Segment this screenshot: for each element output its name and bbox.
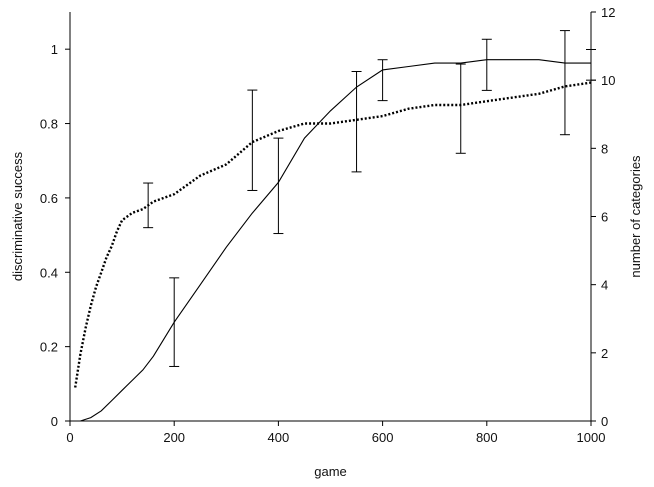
- x-tick-label: 1000: [577, 430, 606, 445]
- x-axis-title: game: [314, 464, 347, 479]
- y-tick-label: 0.6: [40, 191, 58, 206]
- y-tick-label: 1: [51, 42, 58, 57]
- y-tick-label: 0: [51, 414, 58, 429]
- x-tick-label: 400: [268, 430, 290, 445]
- y-tick-label: 0.8: [40, 117, 58, 132]
- y2-tick-label: 12: [601, 5, 615, 20]
- x-tick-label: 600: [372, 430, 394, 445]
- y2-tick-label: 6: [601, 210, 608, 225]
- axes: [65, 11, 596, 426]
- x-tick-label: 800: [476, 430, 498, 445]
- y2-tick-label: 0: [601, 414, 608, 429]
- series-layer: [70, 30, 596, 422]
- y-tick-label: 0.2: [40, 340, 58, 355]
- series-line-dotted: [74, 81, 592, 388]
- series-line-solid: [70, 59, 591, 422]
- y-tick-label: 0.4: [40, 265, 58, 280]
- x-tick-label: 0: [66, 430, 73, 445]
- y2-tick-label: 8: [601, 141, 608, 156]
- y-axis-title: discriminative success: [10, 151, 25, 281]
- y2-tick-label: 4: [601, 278, 608, 293]
- y2-tick-label: 10: [601, 73, 615, 88]
- x-tick-label: 200: [163, 430, 185, 445]
- y2-axis-title: number of categories: [628, 155, 643, 278]
- y2-tick-label: 2: [601, 346, 608, 361]
